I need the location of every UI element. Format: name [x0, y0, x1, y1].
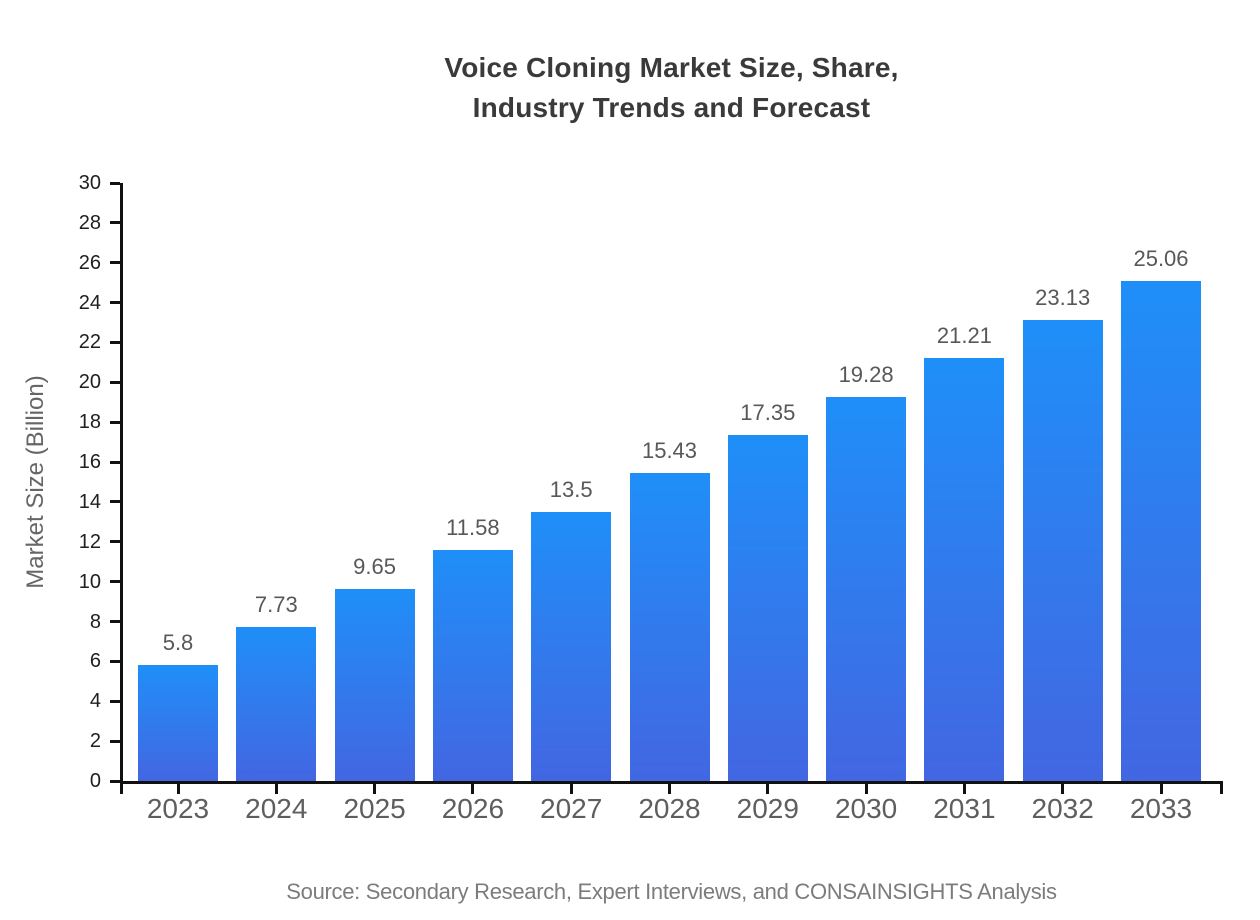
chart-title-line2: Industry Trends and Forecast: [472, 92, 871, 123]
y-tick-label: 18: [78, 411, 101, 434]
x-tick-mark: [864, 784, 868, 794]
bar: [236, 626, 317, 781]
bar: [924, 358, 1005, 781]
y-tick-mark: [110, 580, 120, 584]
y-tick-label: 0: [89, 770, 101, 792]
bar-value-label: 23.13: [1035, 284, 1091, 310]
x-tick-label: 2026: [441, 793, 505, 824]
x-tick-label: 2032: [1031, 793, 1094, 824]
bar-value-label: 7.73: [254, 591, 298, 617]
x-tick-mark: [1061, 784, 1065, 794]
bar: [1121, 281, 1201, 781]
bar-value-label: 15.43: [641, 438, 698, 464]
x-tick-label: 2031: [933, 793, 996, 824]
y-tick-label: 4: [89, 690, 101, 713]
y-tick-mark: [110, 779, 120, 783]
x-tick-label: 2030: [834, 793, 898, 824]
bar: [727, 435, 808, 781]
y-tick-mark: [110, 181, 120, 185]
y-tick-mark: [110, 380, 120, 384]
x-tick-mark: [274, 784, 278, 794]
y-tick-mark: [110, 221, 120, 225]
x-tick-mark: [668, 784, 671, 794]
y-tick-mark: [110, 340, 120, 344]
x-tick-label: 2025: [343, 793, 406, 824]
bar-value-label: 19.28: [838, 361, 894, 387]
bar: [334, 588, 415, 781]
y-tick-mark: [110, 540, 120, 544]
y-tick-mark: [110, 261, 120, 265]
y-tick-label: 8: [89, 610, 101, 633]
bar-value-label: 13.5: [549, 476, 593, 502]
y-tick-mark: [110, 500, 120, 504]
x-tick-mark: [373, 784, 377, 794]
chart-title-line1: Voice Cloning Market Size, Share,: [444, 52, 899, 83]
x-axis-end-tick: [1220, 784, 1223, 794]
bar: [629, 473, 710, 781]
bar: [138, 665, 218, 781]
bar: [826, 396, 907, 781]
y-tick-mark: [110, 420, 120, 424]
x-tick-mark: [176, 784, 180, 794]
y-tick-label: 28: [78, 211, 101, 234]
plot-area: 0 2 4 6 8 10 12 14 16 18 20 22 24 26 28 30 5.8 7.73 9.65 1…: [79, 172, 1223, 824]
x-tick-label: 2024: [245, 793, 308, 824]
x-tick-label: 2028: [638, 793, 701, 824]
x-tick-label: 2029: [736, 793, 799, 824]
y-tick-label: 6: [89, 650, 101, 673]
y-tick-label: 12: [78, 530, 101, 553]
y-tick-label: 16: [78, 451, 101, 474]
y-tick-label: 24: [78, 291, 101, 314]
y-tick-mark: [110, 460, 120, 464]
y-tick-label: 14: [78, 490, 101, 513]
bar-value-label: 5.8: [162, 630, 194, 656]
y-tick-mark: [110, 739, 120, 743]
y-tick-label: 10: [78, 570, 101, 593]
bar: [531, 511, 612, 781]
source-note: Source: Secondary Research, Expert Inter…: [286, 879, 1057, 904]
y-axis-title: Market Size (Billion): [22, 375, 49, 589]
bar-value-label: 25.06: [1133, 246, 1189, 272]
y-tick-label: 30: [78, 172, 101, 194]
bar: [1022, 319, 1103, 781]
x-axis-end-tick: [120, 784, 123, 794]
chart-title: Voice Cloning Market Size, Share, Indust…: [120, 48, 1223, 128]
y-tick-mark: [110, 620, 120, 624]
x-tick-mark: [471, 784, 475, 794]
x-tick-mark: [1159, 784, 1163, 794]
y-tick-mark: [110, 301, 120, 305]
y-tick-label: 20: [78, 371, 101, 394]
y-tick-label: 2: [89, 730, 101, 753]
bar: [432, 550, 513, 781]
x-tick-label: 2027: [540, 793, 603, 824]
bar-value-label: 21.21: [936, 323, 992, 349]
y-tick-mark: [110, 699, 120, 703]
x-tick-label: 2033: [1129, 793, 1193, 824]
y-tick-mark: [110, 659, 120, 663]
y-tick-label: 26: [78, 251, 101, 274]
y-tick-label: 22: [78, 331, 101, 354]
x-tick-mark: [962, 784, 966, 794]
bar-value-label: 9.65: [353, 553, 396, 579]
bar-value-label: 17.35: [740, 400, 796, 426]
x-tick-mark: [766, 784, 770, 794]
x-tick-mark: [569, 784, 573, 794]
bar-value-label: 11.58: [446, 515, 500, 541]
x-tick-label: 2023: [146, 793, 210, 824]
